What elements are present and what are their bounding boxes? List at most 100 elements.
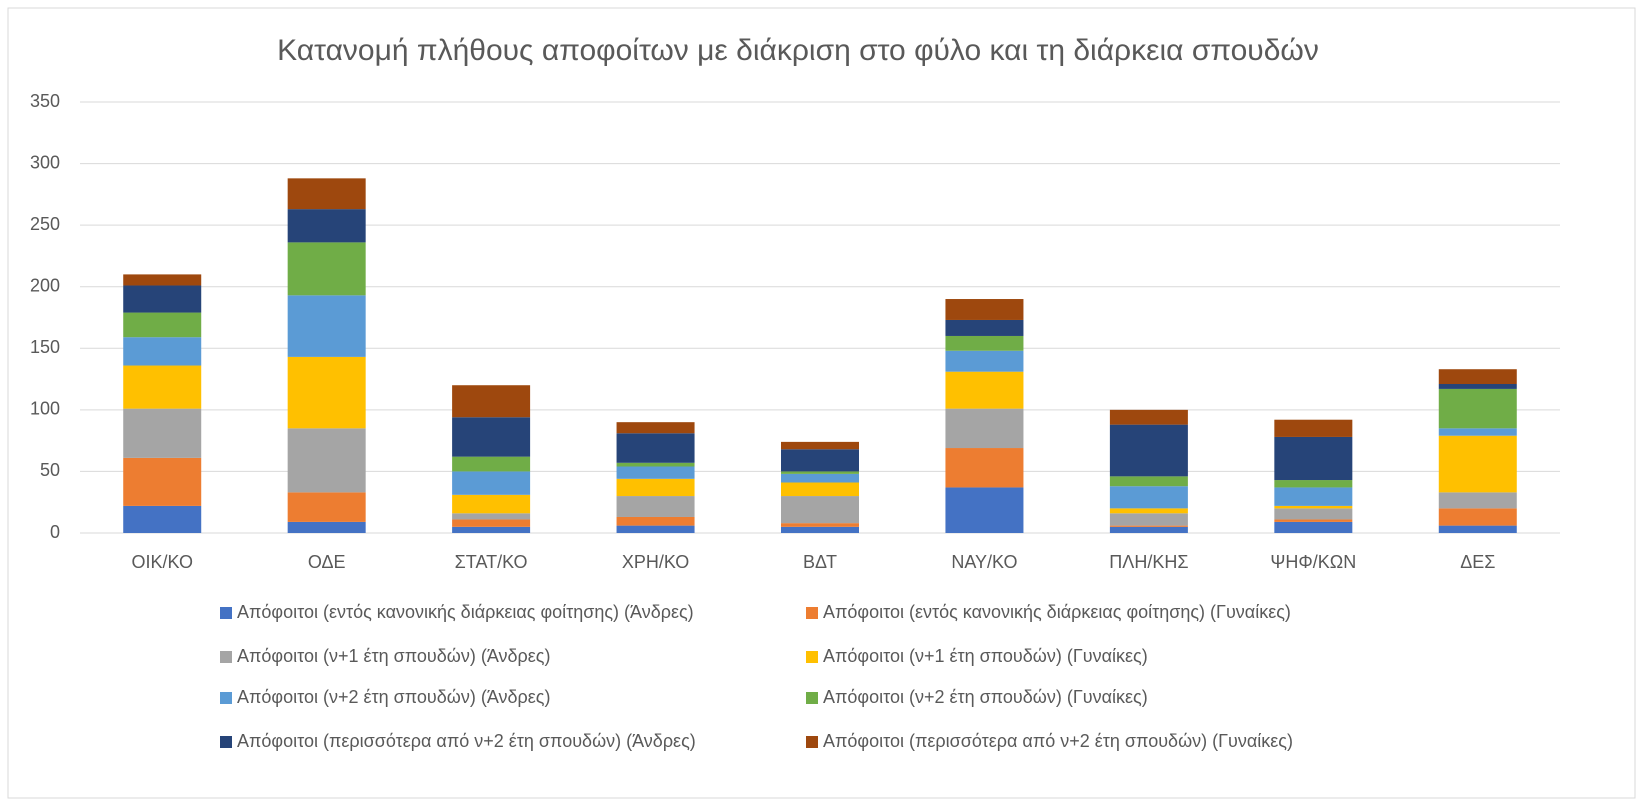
chart-border [7,7,1636,799]
x-tick-label: ΧΡΗ/ΚΟ [622,552,689,572]
legend-label: Απόφοιτοι (ν+1 έτη σπουδών) (Γυναίκες) [823,646,1148,666]
legend-swatch [220,607,232,619]
legend-label: Απόφοιτοι (περισσότερα από ν+2 έτη σπουδ… [237,731,696,751]
chart-title: Κατανομή πλήθους αποφοίτων με διάκριση σ… [277,34,1319,67]
bar-segment [1274,519,1353,522]
y-tick-label: 100 [30,399,60,419]
x-tick-label: ΣΤΑΤ/ΚΟ [455,552,528,572]
bar-segment [1109,424,1188,477]
bar-segment [452,513,531,520]
bar-segment [616,462,695,467]
bar-segment [781,449,859,472]
bar-segment [287,209,366,243]
bar-segment [123,457,202,506]
bar-segment [452,471,531,495]
bar-segment [123,337,202,366]
bar-segment [1109,513,1188,526]
bar-segment [287,295,366,357]
bar-segment [1109,486,1188,509]
bar-segment [287,428,366,493]
bar-segment [287,492,366,522]
bar-segment [616,516,695,526]
bar-segment [1109,525,1188,527]
legend-swatch [220,736,232,748]
x-tick-label: ΒΔΤ [803,552,837,572]
bar-segment [945,371,1024,409]
x-tick-label: ΔΕΣ [1460,552,1495,572]
bar-segment [616,478,695,497]
bar-segment [452,385,531,418]
legend-swatch [806,692,818,704]
bar-segment [452,417,531,457]
y-tick-label: 0 [50,522,60,542]
legend-swatch [220,651,232,663]
bar-segment [287,242,366,296]
legend-label: Απόφοιτοι (εντός κανονικής διάρκειας φοί… [237,602,694,622]
bar-segment [616,422,695,434]
bar-segment [1438,428,1517,436]
y-tick-label: 250 [30,214,60,234]
bar-segment [945,487,1024,533]
bar-segment [123,408,202,458]
legend-swatch [806,607,818,619]
bar-segment [781,473,859,483]
bar-segment [1438,388,1517,429]
legend-label: Απόφοιτοι (περισσότερα από ν+2 έτη σπουδ… [823,731,1293,751]
bar-segment [1109,508,1188,514]
legend-label: Απόφοιτοι (ν+2 έτη σπουδών) (Άνδρες) [237,687,550,707]
bar-segment [452,526,531,533]
bar-segment [123,365,202,409]
bar-segment [616,466,695,479]
legend-label: Απόφοιτοι (ν+1 έτη σπουδών) (Άνδρες) [237,646,550,666]
legend-swatch [806,736,818,748]
bar-segment [1274,436,1353,481]
bar-segment [452,456,531,472]
y-tick-label: 150 [30,337,60,357]
bar-segment [1438,383,1517,389]
bar-segment [945,350,1024,372]
y-tick-label: 350 [30,91,60,111]
bar-segment [616,433,695,463]
x-tick-label: ΟΙΚ/ΚΟ [131,552,192,572]
y-tick-label: 200 [30,275,60,295]
bar-segment [1438,525,1517,533]
bar-segment [945,448,1024,488]
bar-segment [781,496,859,524]
bar-segment [945,335,1024,351]
bar-segment [287,521,366,533]
x-tick-label: ΟΔΕ [308,552,346,572]
bar-segment [1109,409,1188,425]
bar-segment [1274,487,1353,506]
legend-label: Απόφοιτοι (ν+2 έτη σπουδών) (Γυναίκες) [823,687,1148,707]
bar-segment [287,356,366,429]
bar-segment [1438,508,1517,526]
bar-segment [1109,526,1188,533]
bar-segment [781,471,859,474]
y-tick-label: 300 [30,152,60,172]
bar-segment [781,441,859,450]
bar-segment [1438,369,1517,384]
bar-segment [452,494,531,514]
y-tick-label: 50 [40,460,60,480]
bar-segment [123,274,202,286]
bar-segment [781,482,859,497]
x-tick-label: ΠΛΗ/ΚΗΣ [1109,552,1188,572]
legend-swatch [220,692,232,704]
bar-segment [781,526,859,533]
bar-segment [1274,505,1353,509]
bar-segment [781,523,859,527]
legend-swatch [806,651,818,663]
bar-segment [123,505,202,533]
bar-segment [616,496,695,517]
bar-segment [1438,435,1517,493]
bar-segment [1274,419,1353,437]
bar-segment [945,299,1024,320]
bar-segment [452,519,531,527]
bar-segment [945,408,1024,449]
bar-segment [1274,480,1353,488]
x-tick-label: ΝΑΥ/ΚΟ [951,552,1017,572]
bar-segment [1274,521,1353,533]
bar-segment [1438,492,1517,509]
bar-segment [1274,508,1353,520]
